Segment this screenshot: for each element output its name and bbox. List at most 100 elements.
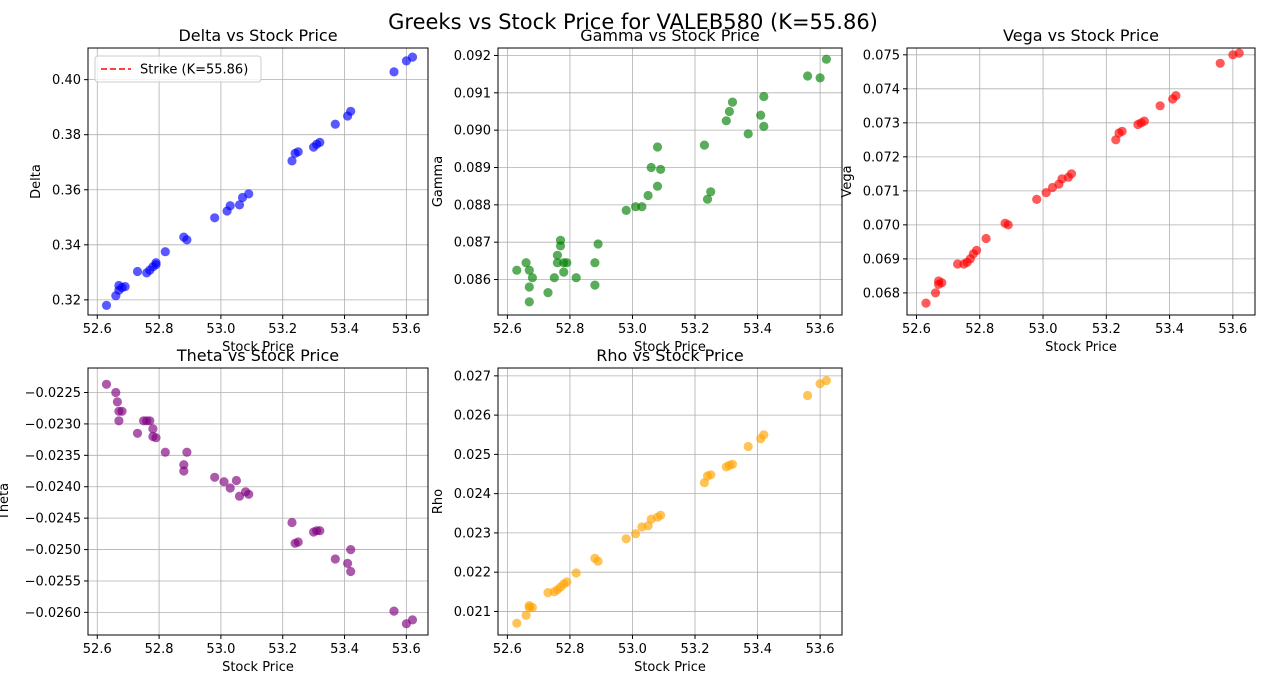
vega-data-point <box>1139 116 1149 126</box>
x-tick-label: 53.4 <box>743 642 772 657</box>
delta-panel: 52.6 52.8 53.0 53.2 53.4 53.6 0.32 0.34 0.36 0.38… <box>29 26 429 355</box>
y-tick-label: −0.0225 <box>25 386 81 401</box>
y-tick-label: 0.023 <box>454 526 491 541</box>
gamma-data-point <box>724 106 735 117</box>
theta-data-point <box>182 447 192 457</box>
theta-data-point <box>210 472 220 482</box>
theta-data-point <box>315 526 325 536</box>
rho-y-axis-label: Rho <box>431 489 446 514</box>
gamma-data-point <box>699 140 710 150</box>
x-tick-label: 53.0 <box>206 322 235 337</box>
y-tick-label: 0.090 <box>454 124 491 139</box>
x-tick-label: 53.2 <box>681 322 710 337</box>
gamma-data-point <box>571 273 581 283</box>
x-tick-label: 53.0 <box>1029 322 1058 337</box>
gamma-data-point <box>524 282 534 292</box>
figure-title: Greeks vs Stock Price for VALEB580 (K=55… <box>388 10 878 34</box>
theta-data-point <box>112 397 122 407</box>
x-tick-label: 53.2 <box>268 322 297 337</box>
rho-data-point <box>656 510 666 520</box>
rho-data-point <box>803 390 813 401</box>
vega-data-point <box>1032 194 1042 204</box>
legend-frame <box>94 55 262 83</box>
gamma-data-point <box>549 273 559 283</box>
gamma-data-point <box>803 71 813 81</box>
delta-data-point <box>210 213 220 223</box>
x-tick-label: 53.6 <box>392 322 421 337</box>
theta-data-point <box>231 475 241 486</box>
theta-x-axis-label: Stock Price <box>222 660 294 673</box>
y-tick-label: 0.089 <box>454 161 491 176</box>
delta-data-point <box>293 147 303 157</box>
y-tick-label: 0.022 <box>454 566 491 581</box>
y-tick-label: 0.070 <box>863 218 900 233</box>
y-tick-label: 0.024 <box>454 487 491 502</box>
gamma-data-point <box>524 265 534 275</box>
gamma-data-point <box>759 121 769 131</box>
x-tick-label: 52.8 <box>145 322 174 337</box>
gamma-data-point <box>555 235 566 245</box>
x-tick-label: 53.4 <box>743 322 772 337</box>
y-tick-label: 0.32 <box>52 293 81 308</box>
vega-data-point <box>1117 126 1127 136</box>
y-tick-label: 0.068 <box>863 286 900 301</box>
delta-data-point <box>132 266 143 277</box>
vega-data-point <box>1171 91 1181 101</box>
gamma-data-point <box>721 116 731 126</box>
rho-data-point <box>521 610 531 621</box>
gamma-data-point <box>524 297 534 307</box>
x-tick-label: 52.8 <box>555 322 584 337</box>
delta-data-point <box>346 106 356 116</box>
gamma-data-point <box>590 258 600 268</box>
delta-data-point <box>330 119 340 129</box>
theta-data-point <box>346 566 356 577</box>
theta-data-point <box>407 615 418 625</box>
gamma-data-point <box>759 91 769 102</box>
delta-data-point <box>225 201 235 211</box>
theta-data-point <box>145 416 155 426</box>
gamma-data-point <box>706 187 716 197</box>
gamma-data-point <box>652 142 663 152</box>
theta-data-point <box>389 606 399 616</box>
y-tick-label: −0.0235 <box>25 449 81 464</box>
theta-data-point <box>179 460 189 470</box>
delta-data-point <box>160 247 170 257</box>
rho-data-point <box>571 568 581 578</box>
theta-data-point <box>114 416 124 426</box>
gamma-data-point <box>559 267 569 277</box>
gamma-data-point <box>821 54 832 64</box>
vega-data-point <box>937 278 947 288</box>
gamma-data-point <box>543 288 553 298</box>
gamma-data-point <box>527 273 538 283</box>
y-tick-label: −0.0255 <box>25 574 81 589</box>
y-tick-label: 0.36 <box>52 183 81 198</box>
delta-data-point <box>389 67 399 77</box>
y-tick-label: 0.073 <box>863 116 900 131</box>
x-tick-label: 53.6 <box>392 642 421 657</box>
gamma-data-point <box>521 258 531 268</box>
gamma-data-point <box>512 265 522 275</box>
x-tick-label: 53.4 <box>330 642 359 657</box>
delta-title: Delta vs Stock Price <box>178 26 337 45</box>
vega-panel: 52.6 52.8 53.0 53.2 53.4 53.6 0.068 0.069 0.070 0… <box>840 26 1256 355</box>
y-tick-label: 0.072 <box>863 150 900 165</box>
y-tick-label: 0.026 <box>454 409 491 424</box>
theta-data-point <box>343 558 353 569</box>
x-tick-label: 52.6 <box>83 642 112 657</box>
theta-data-point <box>293 537 303 547</box>
y-tick-label: −0.0260 <box>25 606 81 621</box>
vega-data-point <box>1215 58 1225 68</box>
y-tick-label: 0.074 <box>863 82 900 97</box>
gamma-data-point <box>743 129 753 139</box>
delta-data-point <box>287 156 297 166</box>
vega-data-point <box>921 298 931 308</box>
vega-data-point <box>1003 220 1013 230</box>
delta-data-point <box>234 200 245 210</box>
gamma-y-axis-label: Gamma <box>431 156 446 207</box>
vega-data-point <box>953 259 963 269</box>
y-tick-label: 0.38 <box>52 128 81 143</box>
y-tick-label: −0.0240 <box>25 480 81 495</box>
x-tick-label: 53.2 <box>268 642 297 657</box>
theta-data-point <box>225 483 235 493</box>
gamma-data-point <box>643 190 653 201</box>
